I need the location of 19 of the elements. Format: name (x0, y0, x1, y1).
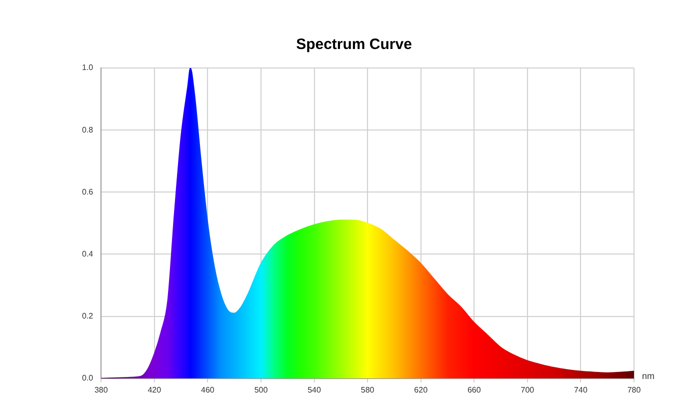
x-axis-title: nm (642, 370, 655, 381)
x-tick-label: 540 (308, 385, 322, 394)
x-tick-label: 500 (254, 385, 268, 394)
x-tick-label: 380 (94, 385, 108, 394)
x-tick-label: 740 (574, 385, 588, 394)
x-tick-label: 580 (360, 385, 375, 394)
y-tick-label: 0.8 (82, 125, 94, 134)
x-tick-label: 420 (148, 385, 162, 394)
x-tick-label: 660 (467, 385, 482, 394)
x-tick-label: 780 (627, 385, 642, 394)
y-tick-label: 1.0 (82, 63, 94, 72)
y-tick-label: 0.4 (82, 249, 94, 258)
x-tick-label: 620 (414, 385, 428, 394)
y-tick-label: 0.0 (82, 374, 94, 383)
x-tick-label: 700 (520, 385, 535, 394)
y-tick-label: 0.6 (82, 187, 94, 196)
x-tick-label: 460 (201, 385, 215, 394)
y-tick-label: 0.2 (82, 312, 94, 321)
chart-title: Spectrum Curve (296, 36, 412, 54)
